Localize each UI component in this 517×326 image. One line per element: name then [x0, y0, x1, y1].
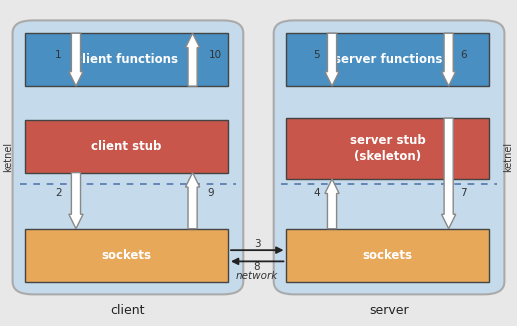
FancyBboxPatch shape [273, 21, 505, 294]
Text: 5: 5 [313, 50, 320, 60]
FancyBboxPatch shape [25, 120, 228, 172]
Text: 4: 4 [313, 188, 320, 199]
Text: 8: 8 [254, 262, 260, 272]
Text: ketnel: ketnel [4, 142, 13, 172]
FancyBboxPatch shape [25, 229, 228, 282]
Text: 7: 7 [461, 188, 467, 199]
Text: network: network [236, 271, 278, 281]
FancyBboxPatch shape [25, 33, 228, 86]
Text: server functions: server functions [333, 53, 442, 66]
FancyArrow shape [186, 172, 200, 229]
FancyArrow shape [325, 33, 339, 86]
FancyArrow shape [442, 33, 456, 86]
Text: client: client [111, 304, 145, 317]
Text: 10: 10 [209, 50, 222, 60]
FancyArrow shape [186, 33, 200, 86]
Text: 9: 9 [207, 188, 214, 199]
Text: client functions: client functions [75, 53, 178, 66]
FancyBboxPatch shape [286, 229, 489, 282]
Text: 3: 3 [254, 239, 260, 249]
FancyArrow shape [442, 118, 456, 229]
Text: sockets: sockets [363, 249, 413, 262]
FancyBboxPatch shape [12, 21, 244, 294]
FancyBboxPatch shape [286, 33, 489, 86]
Text: server: server [369, 304, 409, 317]
Text: ketnel: ketnel [504, 142, 513, 172]
Text: client stub: client stub [92, 140, 162, 153]
Text: sockets: sockets [102, 249, 151, 262]
FancyArrow shape [325, 179, 339, 229]
Text: server stub
(skeleton): server stub (skeleton) [350, 134, 425, 163]
FancyArrow shape [69, 172, 83, 229]
Text: 6: 6 [461, 50, 467, 60]
Text: 1: 1 [55, 50, 62, 60]
FancyArrow shape [69, 33, 83, 86]
FancyBboxPatch shape [286, 118, 489, 179]
Text: 2: 2 [55, 188, 62, 199]
